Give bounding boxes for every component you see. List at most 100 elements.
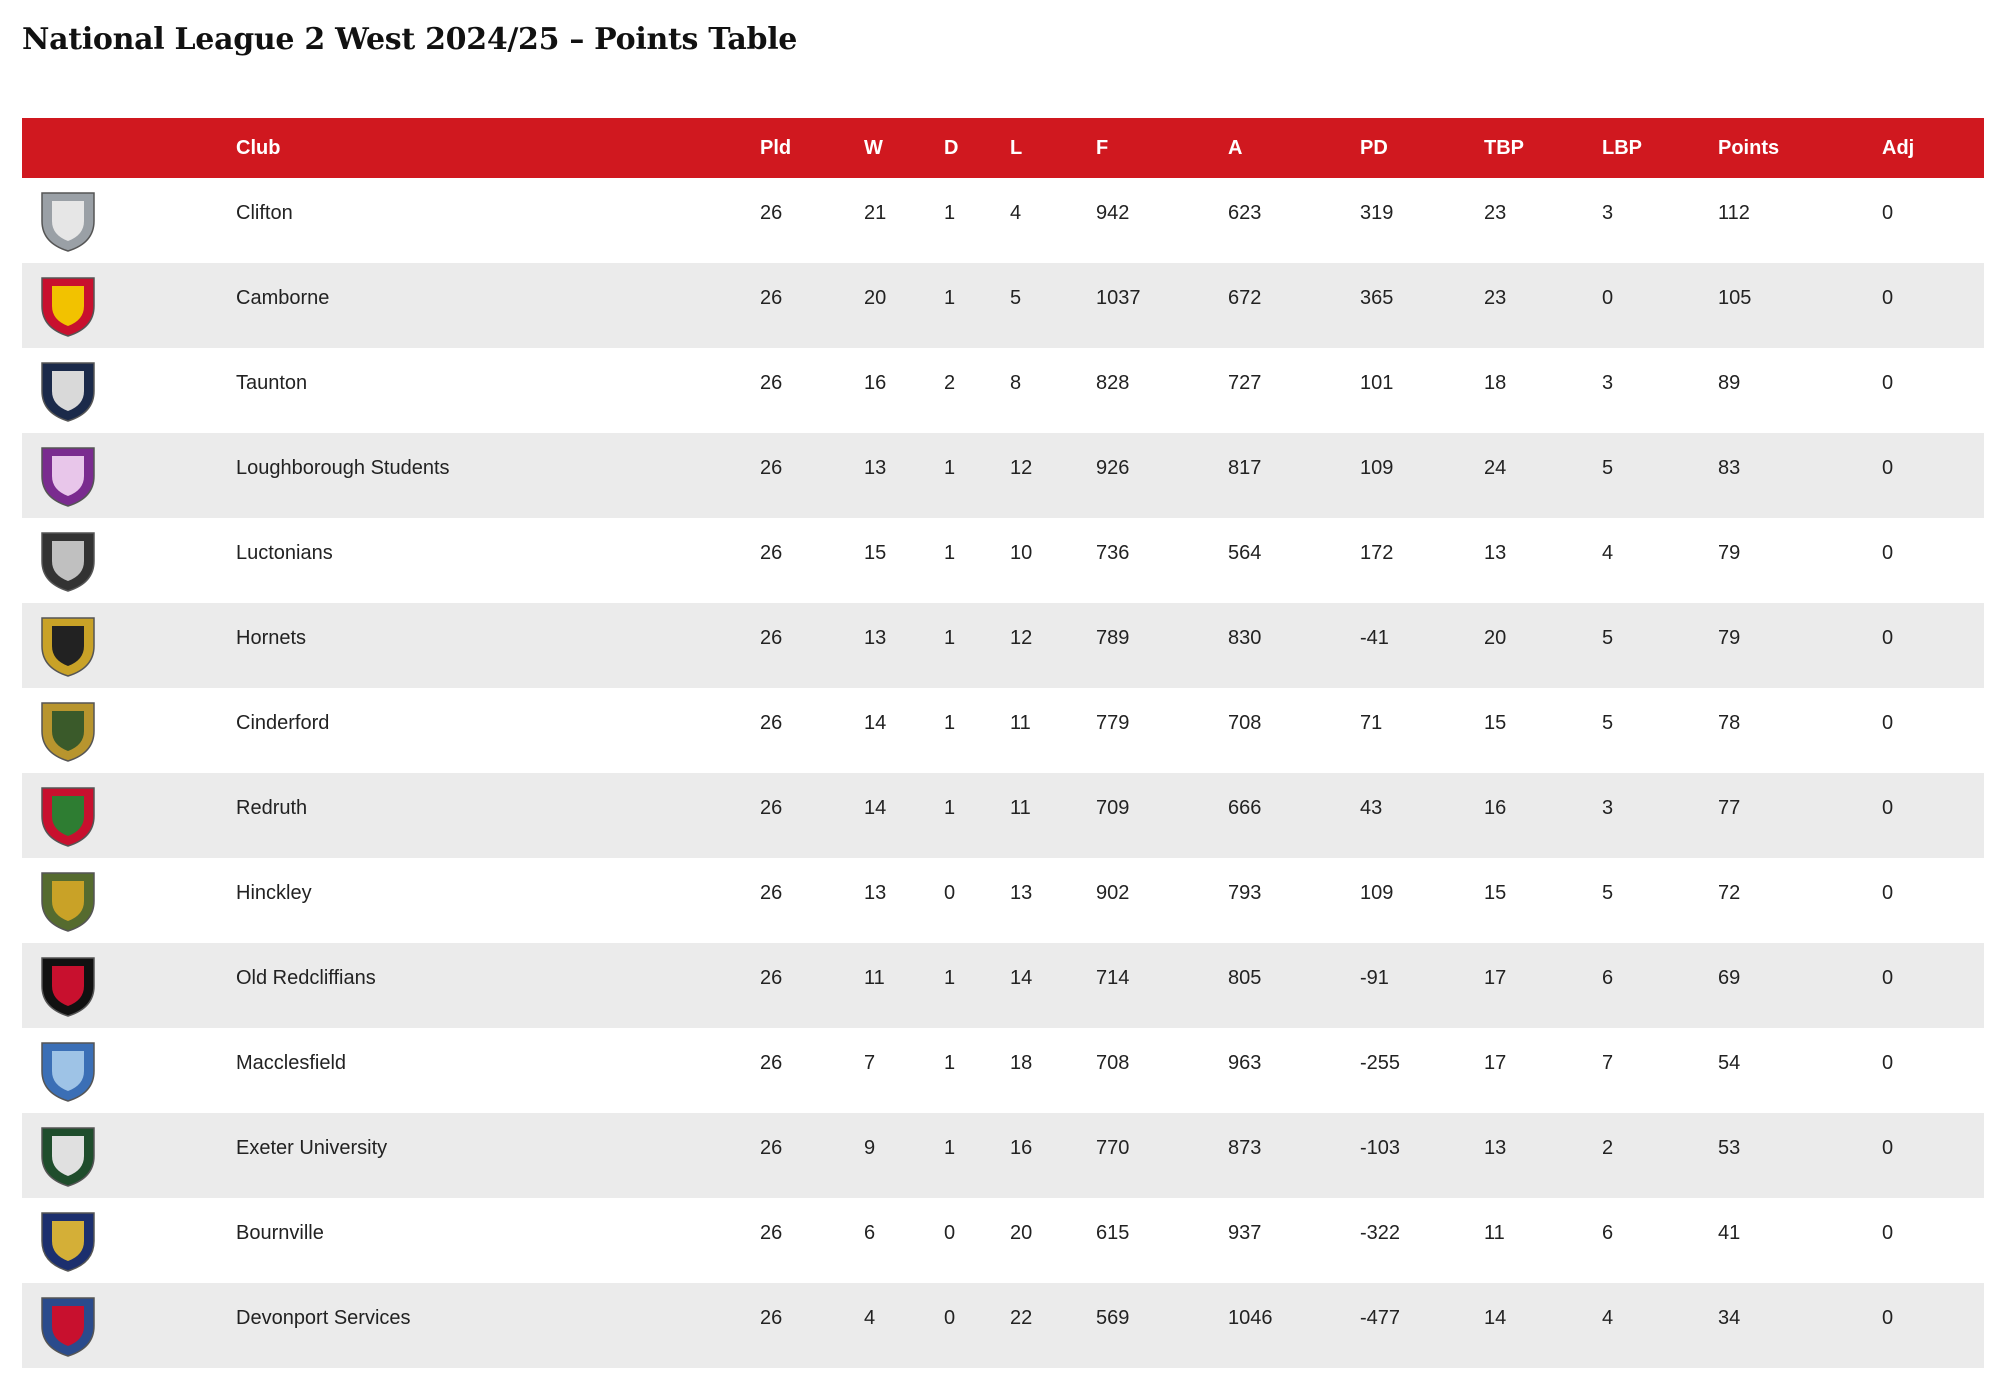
header-club[interactable]: Club xyxy=(236,118,760,178)
cell-points: 34 xyxy=(1718,1283,1882,1368)
cell-points: 54 xyxy=(1718,1052,1741,1074)
cell-pld: 26 xyxy=(760,712,783,734)
cell-adj: 0 xyxy=(1882,712,1894,734)
header-w[interactable]: W xyxy=(864,118,944,178)
club-name[interactable]: Exeter University xyxy=(236,1113,760,1198)
header-adj[interactable]: Adj xyxy=(1882,118,1984,178)
cell-w: 20 xyxy=(864,263,944,348)
cell-tbp: 11 xyxy=(1484,1222,1505,1244)
header-pd[interactable]: PD xyxy=(1360,118,1484,178)
cell-w: 21 xyxy=(864,202,887,224)
cell-lbp: 6 xyxy=(1602,1222,1614,1244)
cell-w: 9 xyxy=(864,1113,944,1198)
cell-points: 83 xyxy=(1718,433,1882,518)
cell-lbp: 4 xyxy=(1602,1283,1718,1368)
cell-l: 11 xyxy=(1010,712,1031,734)
cell-f: 770 xyxy=(1096,1113,1228,1198)
cell-tbp: 15 xyxy=(1484,882,1507,904)
cell-l: 11 xyxy=(1010,773,1096,858)
club-name[interactable]: Luctonians xyxy=(236,542,333,564)
cell-f: 779 xyxy=(1096,712,1130,734)
cell-a: 1046 xyxy=(1228,1283,1360,1368)
cell-pld: 26 xyxy=(760,603,864,688)
cell-d: 1 xyxy=(944,712,956,734)
cell-pd: 43 xyxy=(1360,773,1484,858)
club-name[interactable]: Devonport Services xyxy=(236,1283,760,1368)
cell-l: 4 xyxy=(1010,202,1022,224)
header-pld[interactable]: Pld xyxy=(760,118,864,178)
header-lbp[interactable]: LBP xyxy=(1602,118,1718,178)
cell-tbp: 24 xyxy=(1484,433,1602,518)
cell-d: 1 xyxy=(944,603,1010,688)
cell-pld: 26 xyxy=(760,943,864,1028)
cell-adj: 0 xyxy=(1882,1222,1894,1244)
club-logo-cell xyxy=(22,1113,236,1198)
cell-pld: 26 xyxy=(760,372,783,394)
loughborough-crest-icon xyxy=(41,446,95,507)
cell-tbp: 23 xyxy=(1484,202,1507,224)
club-name[interactable]: Hinckley xyxy=(236,882,312,904)
cell-pld: 26 xyxy=(760,1283,864,1368)
cell-a: 793 xyxy=(1228,882,1262,904)
cell-tbp: 18 xyxy=(1484,372,1507,394)
cell-pld: 26 xyxy=(760,882,783,904)
club-name[interactable]: Loughborough Students xyxy=(236,433,760,518)
club-logo-cell xyxy=(22,1028,236,1113)
table-row: Bournville 26 6 0 20 615 937 -322 11 6 41 0 xyxy=(22,1198,1984,1283)
cell-l: 8 xyxy=(1010,372,1022,394)
cell-points: 41 xyxy=(1718,1222,1741,1244)
club-name[interactable]: Clifton xyxy=(236,202,293,224)
cell-adj: 0 xyxy=(1882,1052,1894,1074)
club-name[interactable]: Hornets xyxy=(236,603,760,688)
header-tbp[interactable]: TBP xyxy=(1484,118,1602,178)
cell-l: 14 xyxy=(1010,943,1096,1028)
cell-pd: 71 xyxy=(1360,712,1383,734)
cell-pd: 101 xyxy=(1360,372,1394,394)
cell-d: 1 xyxy=(944,943,1010,1028)
club-name[interactable]: Cinderford xyxy=(236,712,330,734)
club-logo-cell xyxy=(22,773,236,858)
cell-d: 1 xyxy=(944,542,956,564)
devonport-services-crest-icon xyxy=(41,1296,95,1357)
cell-lbp: 3 xyxy=(1602,372,1614,394)
cell-f: 615 xyxy=(1096,1222,1130,1244)
cell-a: 623 xyxy=(1228,202,1262,224)
cell-w: 13 xyxy=(864,433,944,518)
cell-f: 926 xyxy=(1096,433,1228,518)
club-name[interactable]: Macclesfield xyxy=(236,1052,347,1074)
cell-pd: -103 xyxy=(1360,1113,1484,1198)
cell-lbp: 3 xyxy=(1602,773,1718,858)
cell-pd: 172 xyxy=(1360,542,1394,564)
cell-adj: 0 xyxy=(1882,202,1894,224)
cell-lbp: 0 xyxy=(1602,263,1718,348)
cell-w: 6 xyxy=(864,1222,876,1244)
club-name[interactable]: Taunton xyxy=(236,372,308,394)
exeter-university-crest-icon xyxy=(41,1126,95,1187)
page-title: National League 2 West 2024/25 – Points … xyxy=(22,22,798,57)
header-points[interactable]: Points xyxy=(1718,118,1882,178)
cell-a: 727 xyxy=(1228,372,1262,394)
header-d[interactable]: D xyxy=(944,118,1010,178)
cell-tbp: 20 xyxy=(1484,603,1602,688)
cell-l: 22 xyxy=(1010,1283,1096,1368)
header-a[interactable]: A xyxy=(1228,118,1360,178)
cell-a: 873 xyxy=(1228,1113,1360,1198)
cell-points: 72 xyxy=(1718,882,1741,904)
cell-pld: 26 xyxy=(760,263,864,348)
table-body: Clifton 26 21 1 4 942 623 319 23 3 112 0 Camborne 26 2… xyxy=(22,178,1984,1368)
club-logo-cell xyxy=(22,178,236,263)
club-name[interactable]: Old Redcliffians xyxy=(236,943,760,1028)
header-f[interactable]: F xyxy=(1096,118,1228,178)
cell-pld: 26 xyxy=(760,202,783,224)
header-l[interactable]: L xyxy=(1010,118,1096,178)
clifton-crest-icon xyxy=(41,191,95,252)
cell-points: 112 xyxy=(1718,202,1750,224)
cell-d: 1 xyxy=(944,1052,956,1074)
club-name[interactable]: Redruth xyxy=(236,773,760,858)
cell-points: 69 xyxy=(1718,943,1882,1028)
cell-tbp: 15 xyxy=(1484,712,1507,734)
club-name[interactable]: Camborne xyxy=(236,263,760,348)
cell-points: 79 xyxy=(1718,603,1882,688)
club-name[interactable]: Bournville xyxy=(236,1222,324,1244)
cell-pd: 365 xyxy=(1360,263,1484,348)
